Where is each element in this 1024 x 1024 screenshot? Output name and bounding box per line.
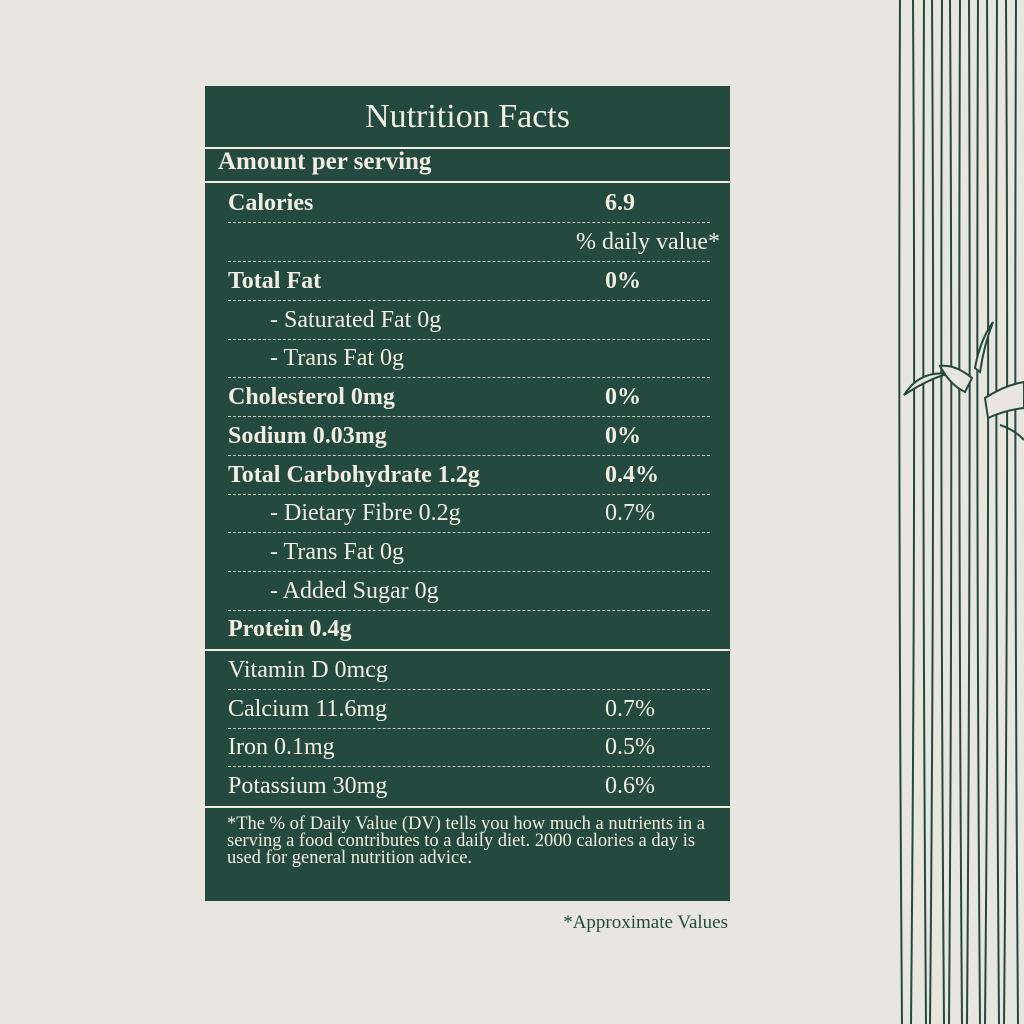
nutrient-row: - Trans Fat 0g bbox=[228, 339, 710, 379]
nutrient-row: Sodium 0.03mg 0% bbox=[228, 417, 710, 456]
nutrient-label: Cholesterol 0mg bbox=[228, 384, 395, 411]
vitamin-label: Vitamin D 0mcg bbox=[228, 657, 388, 683]
approximate-values-note: *Approximate Values bbox=[563, 912, 728, 933]
bamboo-illustration bbox=[898, 0, 1024, 1024]
nutrient-value: 0% bbox=[605, 268, 641, 294]
calories-value: 6.9 bbox=[605, 190, 635, 216]
vitamin-value: 0.5% bbox=[605, 734, 655, 761]
nutrient-value: 0% bbox=[605, 384, 641, 411]
nutrient-value: 0.4% bbox=[605, 461, 659, 488]
vitamin-value: 0.7% bbox=[605, 695, 655, 722]
nutrient-value: 0% bbox=[605, 422, 641, 449]
panel-title: Nutrition Facts bbox=[365, 98, 570, 135]
nutrient-row: Total Carbohydrate 1.2g 0.4% bbox=[228, 456, 710, 495]
nutrient-label: Protein 0.4g bbox=[228, 616, 352, 643]
calories-label: Calories bbox=[228, 190, 314, 216]
vitamin-row: Iron 0.1mg 0.5% bbox=[228, 728, 710, 768]
nutrient-row: Cholesterol 0mg 0% bbox=[228, 378, 710, 418]
nutrient-row: - Added Sugar 0g bbox=[228, 572, 710, 611]
divider bbox=[205, 649, 730, 651]
nutrient-label: Total Fat bbox=[228, 268, 322, 294]
footnote: *The % of Daily Value (DV) tells you how… bbox=[227, 814, 705, 868]
nutrient-label: - Saturated Fat 0g bbox=[270, 306, 442, 333]
nutrient-row: - Saturated Fat 0g bbox=[228, 301, 710, 340]
vitamin-row: Vitamin D 0mcg bbox=[228, 651, 710, 690]
divider bbox=[205, 806, 730, 808]
nutrient-label: - Dietary Fibre 0.2g bbox=[270, 500, 461, 527]
nutrient-row: Total Fat 0% bbox=[228, 262, 710, 301]
divider bbox=[205, 181, 730, 183]
nutrient-label: Total Carbohydrate 1.2g bbox=[228, 461, 480, 488]
nutrient-row: - Dietary Fibre 0.2g 0.7% bbox=[228, 494, 710, 534]
amount-per-serving: Amount per serving bbox=[218, 148, 432, 175]
vitamin-row: Calcium 11.6mg 0.7% bbox=[228, 690, 710, 729]
nutrient-label: Sodium 0.03mg bbox=[228, 422, 387, 449]
nutrient-value: 0.7% bbox=[605, 500, 655, 527]
vitamin-label: Potassium 30mg bbox=[228, 773, 388, 800]
calories-row: Calories 6.9 bbox=[228, 184, 710, 223]
daily-value-header-row: % daily value* bbox=[228, 223, 720, 262]
nutrient-row: Protein 0.4g bbox=[228, 610, 710, 648]
nutrition-facts-panel: Nutrition Facts Amount per serving Calor… bbox=[205, 86, 730, 901]
vitamin-value: 0.6% bbox=[605, 773, 655, 800]
vitamin-label: Calcium 11.6mg bbox=[228, 695, 388, 722]
daily-value-header: % daily value* bbox=[576, 229, 720, 255]
nutrient-label: - Trans Fat 0g bbox=[270, 538, 405, 565]
divider bbox=[205, 147, 730, 149]
nutrient-label: - Trans Fat 0g bbox=[270, 345, 405, 372]
vitamin-label: Iron 0.1mg bbox=[228, 734, 335, 761]
nutrient-row: - Trans Fat 0g bbox=[228, 533, 710, 572]
nutrient-label: - Added Sugar 0g bbox=[270, 577, 439, 604]
vitamin-row: Potassium 30mg 0.6% bbox=[228, 767, 710, 805]
